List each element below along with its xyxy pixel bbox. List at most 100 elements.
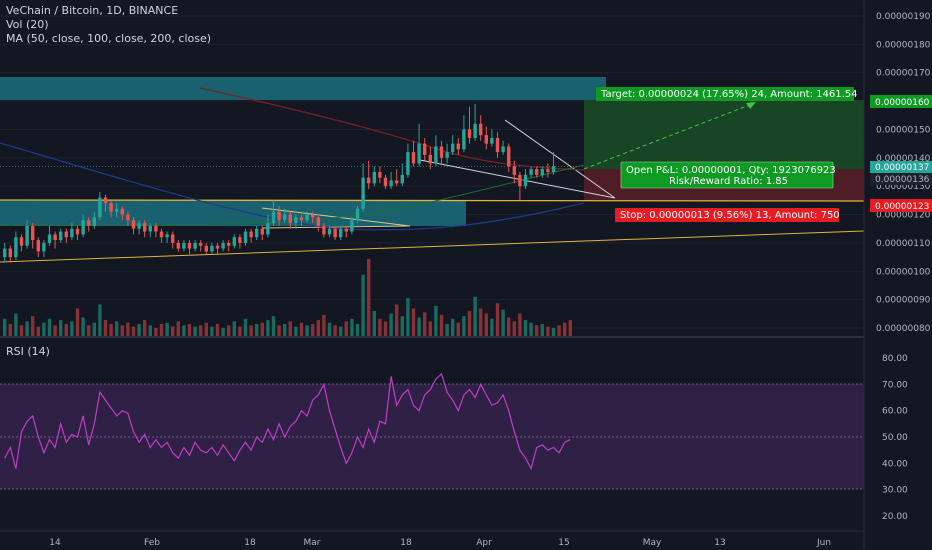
candle-body bbox=[434, 146, 438, 164]
time-tick-label: Apr bbox=[476, 538, 492, 548]
candle-body bbox=[484, 135, 488, 144]
volume-bar bbox=[344, 321, 348, 337]
time-axis[interactable]: 14 Feb 18 Mar 18 Apr 15 May 13 Jun bbox=[49, 538, 831, 548]
rsi-tick-label: 50.00 bbox=[882, 433, 908, 443]
candle-body bbox=[501, 146, 505, 153]
target-profit-zone bbox=[584, 100, 864, 169]
volume-bar bbox=[143, 320, 147, 337]
candle-body bbox=[75, 228, 80, 235]
volume-bar bbox=[14, 313, 18, 337]
rsi-tick-label: 30.00 bbox=[882, 486, 908, 496]
candle-body bbox=[383, 177, 388, 187]
volume-bar bbox=[8, 324, 12, 337]
volume-bar bbox=[70, 321, 74, 337]
price-tick-label: 0.00000090 bbox=[876, 296, 931, 306]
candle-body bbox=[355, 208, 360, 221]
risk-reward-label: Risk/Reward Ratio: 1.85 bbox=[669, 176, 788, 187]
candle-body bbox=[159, 231, 164, 238]
projection-arrow bbox=[583, 103, 753, 170]
rsi-indicator-label[interactable]: RSI (14) bbox=[6, 345, 50, 358]
volume-bar bbox=[126, 322, 130, 337]
stop-label-box[interactable] bbox=[615, 208, 839, 222]
candle-body bbox=[92, 217, 96, 226]
volume-bar bbox=[367, 259, 371, 337]
target-label-box[interactable] bbox=[596, 87, 854, 101]
candle-body bbox=[395, 180, 399, 184]
candles bbox=[3, 103, 556, 263]
volume-bar bbox=[283, 324, 287, 337]
candle-body bbox=[109, 203, 113, 212]
volume-bar bbox=[238, 326, 242, 337]
candle-body bbox=[25, 225, 29, 246]
symbol-title[interactable]: VeChain / Bitcoin, 1D, BINANCE bbox=[6, 4, 179, 17]
volume-bar bbox=[400, 316, 404, 337]
volume-bar bbox=[176, 321, 180, 337]
pnl-box[interactable] bbox=[620, 161, 834, 189]
volume-bar bbox=[445, 324, 449, 337]
candle-body bbox=[350, 220, 354, 232]
volume-bar bbox=[3, 318, 7, 337]
candle-body bbox=[171, 234, 175, 243]
candle-body bbox=[115, 208, 119, 212]
volume-bar bbox=[193, 326, 197, 337]
candle-body bbox=[333, 228, 337, 238]
target-label: Target: 0.00000024 (17.65%) 24, Amount: … bbox=[600, 89, 858, 100]
rsi-tick-label: 20.00 bbox=[882, 512, 908, 522]
candle-body bbox=[283, 214, 287, 221]
candle-body bbox=[389, 180, 393, 187]
candle-body bbox=[540, 169, 544, 175]
price-tick-label: 0.00000100 bbox=[876, 267, 931, 277]
candle-body bbox=[423, 143, 427, 155]
volume-bar bbox=[350, 318, 354, 337]
volume-bar bbox=[372, 311, 376, 337]
volume-bar bbox=[490, 318, 494, 337]
price-tick-label: 0.00000120 bbox=[876, 211, 931, 221]
candle-body bbox=[87, 220, 91, 226]
volume-bar bbox=[423, 312, 427, 337]
volume-bar bbox=[439, 314, 444, 337]
candle-body bbox=[456, 143, 460, 150]
rsi-axis[interactable]: 80.00 70.00 60.00 50.00 40.00 30.00 20.00 bbox=[882, 354, 908, 522]
volume-bar bbox=[266, 320, 270, 337]
candle-body bbox=[36, 240, 40, 252]
candle-body bbox=[344, 228, 348, 232]
candle-body bbox=[277, 211, 281, 221]
volume-indicator-label[interactable]: Vol (20) bbox=[6, 18, 49, 31]
candle-body bbox=[294, 217, 298, 224]
volume-bar bbox=[411, 308, 416, 337]
volume-bar bbox=[182, 325, 186, 337]
candle-body bbox=[411, 152, 416, 164]
candle-body bbox=[305, 214, 309, 221]
candle-body bbox=[546, 169, 550, 172]
volume-bar bbox=[451, 318, 455, 337]
pennant-upper-line bbox=[261, 207, 411, 227]
volume-bar bbox=[165, 322, 169, 337]
volume-bar bbox=[434, 305, 438, 337]
candle-body bbox=[249, 231, 253, 238]
time-tick-label: Jun bbox=[816, 538, 831, 548]
volume-bar bbox=[495, 303, 500, 337]
volume-bar bbox=[316, 320, 320, 337]
volume-bar bbox=[92, 322, 96, 337]
candle-body bbox=[187, 242, 192, 249]
volume-bar bbox=[277, 325, 281, 337]
rsi-tick-label: 60.00 bbox=[882, 407, 908, 417]
candle-body bbox=[103, 197, 108, 204]
volume-bar bbox=[42, 322, 46, 337]
candle-body bbox=[299, 217, 304, 221]
volume-bar bbox=[87, 325, 91, 337]
volume-bar bbox=[199, 325, 203, 337]
moving-average-indicator-label[interactable]: MA (50, close, 100, close, 200, close) bbox=[6, 32, 212, 45]
rsi-tick-label: 40.00 bbox=[882, 459, 908, 469]
candle-body bbox=[137, 223, 141, 229]
volume-bar bbox=[383, 321, 388, 337]
time-tick-label: 15 bbox=[558, 538, 569, 548]
candle-body bbox=[339, 228, 343, 238]
volume-bar bbox=[529, 322, 533, 337]
volume-bar bbox=[406, 298, 410, 337]
candle-body bbox=[3, 248, 7, 258]
volume-bar bbox=[355, 324, 360, 337]
volume-bar bbox=[232, 321, 236, 337]
time-tick-label: 18 bbox=[244, 538, 256, 548]
